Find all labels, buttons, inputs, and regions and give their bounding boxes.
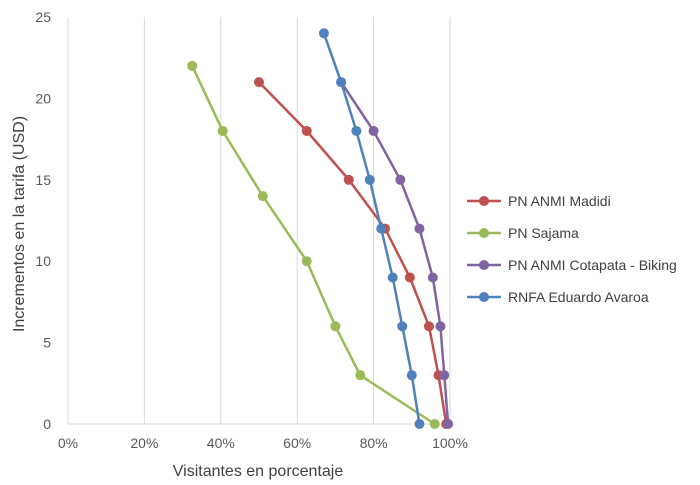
x-axis-title: Visitantes en porcentaje (173, 463, 344, 480)
y-tick-label: 10 (35, 253, 51, 269)
series-2 (187, 60, 440, 429)
data-point (414, 223, 425, 234)
legend-item: PN ANMI Cotapata - Biking (467, 257, 677, 273)
x-tick-label: 20% (130, 435, 158, 451)
data-point (368, 125, 379, 136)
data-point (330, 321, 341, 332)
y-tick-label: 0 (43, 416, 51, 432)
legend-label: PN Sajama (508, 225, 579, 241)
series-line (322, 32, 421, 425)
data-point (187, 60, 198, 71)
data-point (397, 321, 408, 332)
legend-swatch-marker (479, 260, 489, 270)
y-tick-label: 25 (35, 9, 51, 25)
legend-swatch-marker (479, 292, 489, 302)
x-tick-label: 60% (283, 435, 311, 451)
x-tick-label: 0% (58, 435, 78, 451)
y-axis-title: Incrementos en la tarifa (USD) (11, 116, 28, 332)
data-point (254, 77, 264, 88)
data-point (429, 419, 440, 429)
legend-swatch-marker (479, 228, 489, 238)
series-line (191, 65, 436, 426)
data-point (351, 125, 362, 136)
data-point (355, 370, 366, 381)
series-line (258, 81, 448, 425)
data-point (414, 419, 425, 429)
gridlines (67, 17, 451, 425)
data-point (427, 272, 438, 283)
legend: PN ANMI Madidi PN Sajama PN ANMI Cotapata … (467, 193, 677, 305)
legend-label: PN ANMI Cotapata - Biking (508, 257, 677, 273)
data-point (257, 191, 268, 202)
series-layer (187, 28, 454, 429)
data-point (439, 370, 450, 381)
data-point (404, 272, 415, 283)
series-4 (318, 28, 425, 429)
legend-label: RNFA Eduardo Avaroa (508, 289, 649, 305)
legend-swatch-marker (479, 196, 489, 206)
data-point (395, 174, 406, 185)
x-tick-label: 40% (207, 435, 235, 451)
y-tick-label: 5 (43, 335, 51, 351)
data-point (336, 77, 347, 88)
series-line (340, 81, 450, 425)
data-point (406, 370, 417, 381)
data-point (443, 419, 454, 429)
data-point (217, 125, 228, 136)
data-point (343, 174, 354, 185)
y-tick-label: 15 (35, 172, 51, 188)
x-tick-label: 100% (432, 435, 468, 451)
data-point (301, 125, 312, 136)
data-point (387, 272, 398, 283)
x-tick-label: 80% (360, 435, 388, 451)
legend-item: RNFA Eduardo Avaroa (467, 289, 649, 305)
data-point (364, 174, 375, 185)
data-point (318, 28, 329, 39)
y-tick-label: 20 (35, 90, 51, 106)
data-point (423, 321, 434, 332)
data-point (376, 223, 387, 234)
legend-label: PN ANMI Madidi (508, 193, 611, 209)
data-point (435, 321, 446, 332)
legend-item: PN Sajama (467, 225, 579, 241)
tick-labels: 0% 20% 40% 60% 80% 100% 0 5 10 15 20 25 (35, 9, 467, 451)
data-point (301, 256, 312, 267)
legend-item: PN ANMI Madidi (467, 193, 611, 209)
